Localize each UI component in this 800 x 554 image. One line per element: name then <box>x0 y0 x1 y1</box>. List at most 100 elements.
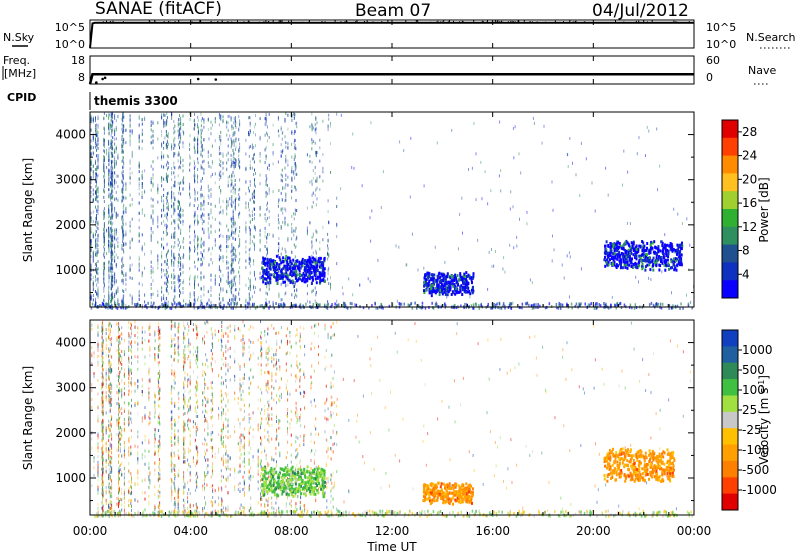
noise-cell <box>319 263 321 266</box>
ground-cell <box>533 303 536 307</box>
noise-cell <box>239 146 241 150</box>
noise-cell <box>226 204 228 208</box>
noise-cell <box>161 154 163 158</box>
echo-cell <box>428 289 431 293</box>
noise-cell <box>150 188 152 192</box>
noise-cell <box>182 145 184 149</box>
noise-cell <box>239 195 241 199</box>
noise-cell <box>238 292 240 296</box>
noise-cell <box>268 168 270 171</box>
echo-cell <box>447 290 450 293</box>
noise-cell <box>254 290 255 294</box>
scatter-cell <box>509 243 511 247</box>
scatter-cell <box>403 149 405 153</box>
scatter-cell <box>645 154 646 158</box>
noise-cell <box>210 188 212 191</box>
noise-cell <box>122 189 124 193</box>
noise-cell <box>315 150 317 154</box>
ground-cell <box>521 306 523 310</box>
echo-cell <box>638 254 641 258</box>
noise-cell <box>255 144 256 148</box>
noise-cell <box>115 303 117 307</box>
ground-cell <box>672 306 674 310</box>
noise-cell <box>161 298 163 302</box>
noise-cell <box>138 293 140 297</box>
noise-cell <box>111 266 113 270</box>
noise-cell <box>152 134 154 138</box>
noise-cell <box>319 159 321 163</box>
ground-cell <box>254 306 257 310</box>
scatter-cell <box>382 170 384 174</box>
noise-cell <box>96 292 97 296</box>
noise-cell <box>267 133 268 137</box>
noise-cell <box>278 269 280 273</box>
noise-cell <box>161 176 163 180</box>
noise-cell <box>183 246 185 249</box>
echo-cell <box>456 274 459 278</box>
noise-cell <box>214 278 216 282</box>
noise-cell <box>129 224 131 228</box>
noise-cell <box>111 211 113 215</box>
echo-cell <box>297 277 300 281</box>
noise-cell <box>222 166 224 170</box>
noise-cell <box>265 291 267 295</box>
noise-cell <box>111 189 113 193</box>
ground-cell <box>668 306 670 310</box>
echo-cell <box>276 282 279 285</box>
noise-cell <box>96 177 98 181</box>
echo-cell <box>280 261 283 265</box>
noise-cell <box>231 174 233 178</box>
noise-cell <box>259 232 261 236</box>
echo-cell <box>291 279 294 283</box>
noise-cell <box>123 306 125 310</box>
noise-cell <box>278 221 280 224</box>
echo-cell <box>268 276 271 280</box>
noise-cell <box>167 266 169 269</box>
ground-cell <box>659 302 662 306</box>
echo-cell <box>299 273 302 277</box>
noise-cell <box>189 295 191 299</box>
noise-cell <box>200 165 202 169</box>
noise-cell <box>173 289 175 293</box>
ground-cell <box>475 302 477 306</box>
nsearch-tick-bottom: 10^0 <box>706 38 736 51</box>
noise-cell <box>207 290 209 294</box>
noise-cell <box>231 258 233 261</box>
noise-cell <box>328 282 330 286</box>
ground-cell <box>598 303 600 307</box>
echo-cell <box>322 270 325 274</box>
noise-cell <box>115 190 117 194</box>
nsky-point <box>554 21 556 24</box>
noise-cell <box>266 208 268 212</box>
nsky-point <box>248 20 250 23</box>
noise-cell <box>227 274 229 278</box>
noise-cell <box>233 252 235 256</box>
noise-cell <box>233 164 235 168</box>
noise-cell <box>173 131 175 135</box>
noise-cell <box>234 116 236 120</box>
echo-cell <box>286 265 289 269</box>
noise-cell <box>245 192 247 196</box>
ground-cell <box>169 306 171 310</box>
ground-cell <box>472 306 474 310</box>
noise-cell <box>161 151 163 155</box>
noise-cell <box>121 147 123 151</box>
noise-cell <box>233 295 235 299</box>
echo-cell <box>323 257 326 261</box>
echo-cell <box>624 255 627 259</box>
echo-cell <box>314 277 317 281</box>
noise-cell <box>309 300 311 304</box>
noise-cell <box>238 213 240 216</box>
noise-cell <box>164 214 166 218</box>
noise-cell <box>220 245 222 249</box>
noise-cell <box>218 134 220 138</box>
echo-cell <box>461 288 464 292</box>
noise-cell <box>178 285 180 289</box>
noise-cell <box>254 243 255 247</box>
echo-cell <box>614 247 617 251</box>
echo-cell <box>323 279 326 283</box>
noise-cell <box>111 235 113 239</box>
noise-cell <box>239 226 241 229</box>
noise-cell <box>222 211 224 215</box>
noise-cell <box>248 226 250 230</box>
